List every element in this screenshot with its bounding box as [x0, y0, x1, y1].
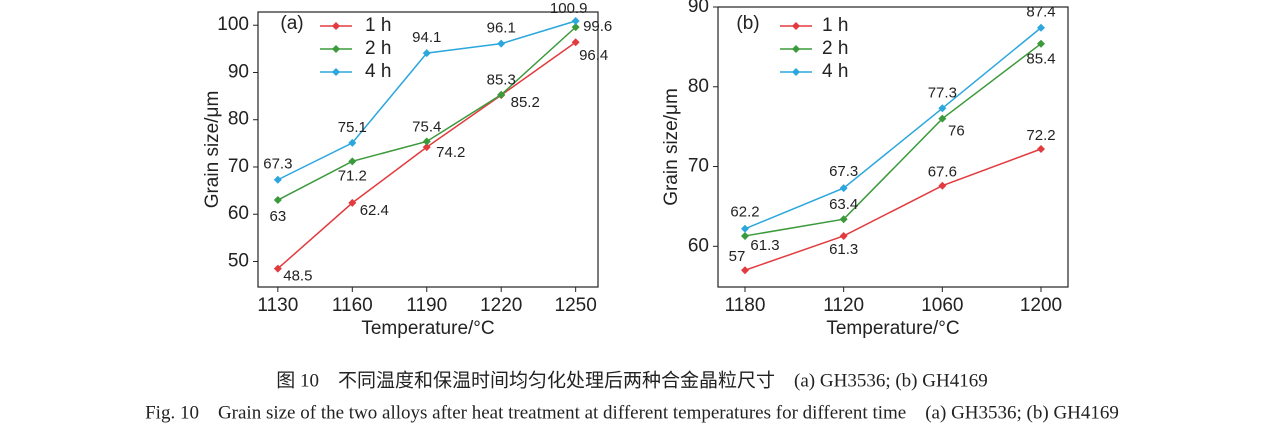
x-tick-label: 1190	[406, 295, 447, 316]
point-marker	[273, 196, 282, 205]
x-axis-label: Temperature/°C	[826, 318, 959, 339]
data-label: 61.3	[829, 241, 858, 258]
legend-label: 2 h	[365, 38, 391, 59]
point-marker	[422, 137, 431, 146]
point-marker	[571, 23, 580, 32]
data-label: 77.3	[928, 84, 957, 101]
data-label: 100.9	[550, 0, 588, 17]
point-marker	[839, 215, 848, 224]
y-tick-label: 80	[688, 76, 709, 97]
y-tick-label: 100	[217, 14, 249, 35]
point-marker	[422, 143, 431, 152]
panel-label: (b)	[736, 13, 759, 34]
legend-label: 2 h	[822, 38, 848, 59]
point-marker	[497, 39, 506, 48]
legend-marker	[792, 22, 800, 30]
x-tick-label: 1130	[257, 295, 298, 316]
point-marker	[1037, 23, 1045, 32]
legend-marker	[792, 45, 800, 53]
x-tick-label: 1060	[921, 295, 963, 316]
data-label: 94.1	[412, 29, 441, 46]
legend-marker	[332, 22, 340, 30]
data-label: 76	[948, 123, 965, 140]
plot-frame	[717, 6, 1069, 288]
legend-label: 1 h	[822, 15, 848, 36]
y-axis-label: Grain size/μm	[661, 88, 682, 206]
data-label: 85.2	[511, 94, 540, 111]
legend-marker	[332, 45, 340, 53]
x-tick-label: 1200	[1020, 295, 1062, 316]
x-tick-label: 1220	[480, 295, 522, 316]
series-line	[744, 148, 1042, 271]
point-marker	[571, 38, 580, 47]
x-tick-label: 1120	[823, 295, 864, 316]
data-label: 96.1	[487, 20, 516, 37]
point-marker	[1037, 144, 1045, 153]
series-line	[277, 41, 577, 270]
data-label: 96.4	[579, 47, 608, 64]
point-marker	[1037, 39, 1045, 48]
y-tick-label: 80	[228, 109, 249, 130]
data-label: 99.6	[583, 18, 612, 35]
point-marker	[938, 104, 947, 113]
data-label: 62.4	[360, 202, 389, 219]
plot-frame	[257, 11, 599, 288]
caption-en: Fig. 10 Grain size of the two alloys aft…	[145, 402, 1119, 423]
panel-label: (a)	[280, 13, 303, 34]
data-label: 72.2	[1026, 127, 1055, 144]
data-label: 62.2	[730, 204, 759, 221]
y-tick-label: 90	[688, 0, 709, 17]
legend-label: 4 h	[822, 61, 848, 82]
point-marker	[839, 231, 848, 240]
data-label: 85.4	[1026, 51, 1055, 68]
y-tick-label: 70	[688, 156, 709, 177]
x-tick-label: 1250	[555, 295, 597, 316]
y-tick-label: 60	[688, 235, 709, 256]
point-marker	[938, 181, 947, 190]
point-marker	[741, 231, 749, 240]
x-tick-label: 1180	[725, 295, 766, 316]
point-marker	[273, 175, 282, 184]
data-label: 63	[270, 208, 287, 225]
point-marker	[273, 264, 282, 273]
point-marker	[571, 16, 580, 25]
legend-marker	[332, 68, 340, 76]
legend-label: 4 h	[365, 61, 391, 82]
point-marker	[497, 90, 506, 99]
caption-cn: 图 10 不同温度和保温时间均匀化处理后两种合金晶粒尺寸 (a) GH3536;…	[276, 369, 987, 391]
point-marker	[741, 266, 749, 275]
y-tick-label: 50	[228, 251, 249, 272]
y-tick-label: 60	[228, 203, 249, 224]
data-label: 57	[729, 248, 746, 265]
data-label: 61.3	[750, 237, 779, 254]
series-line	[744, 27, 1042, 230]
data-label: 48.5	[283, 268, 312, 285]
series-line	[744, 43, 1042, 237]
data-label: 63.4	[829, 196, 858, 213]
point-marker	[348, 138, 357, 147]
legend-label: 1 h	[365, 15, 391, 36]
x-tick-label: 1160	[332, 295, 373, 316]
data-label: 87.4	[1026, 4, 1055, 21]
y-axis-label: Grain size/μm	[202, 91, 223, 209]
point-marker	[741, 224, 749, 233]
data-label: 85.3	[487, 72, 516, 89]
data-label: 74.2	[436, 144, 465, 161]
point-marker	[422, 49, 431, 58]
point-marker	[348, 157, 357, 166]
point-marker	[839, 184, 848, 193]
point-marker	[348, 198, 357, 207]
legend-marker	[792, 68, 800, 76]
data-label: 67.3	[829, 163, 858, 180]
y-tick-label: 90	[228, 61, 249, 82]
data-label: 71.2	[338, 167, 367, 184]
data-label: 67.6	[928, 164, 957, 181]
point-marker	[938, 114, 947, 123]
data-label: 75.1	[338, 119, 367, 136]
data-label: 67.3	[263, 156, 292, 173]
x-axis-label: Temperature/°C	[361, 318, 494, 339]
data-label: 75.4	[412, 118, 441, 135]
y-tick-label: 70	[228, 156, 249, 177]
